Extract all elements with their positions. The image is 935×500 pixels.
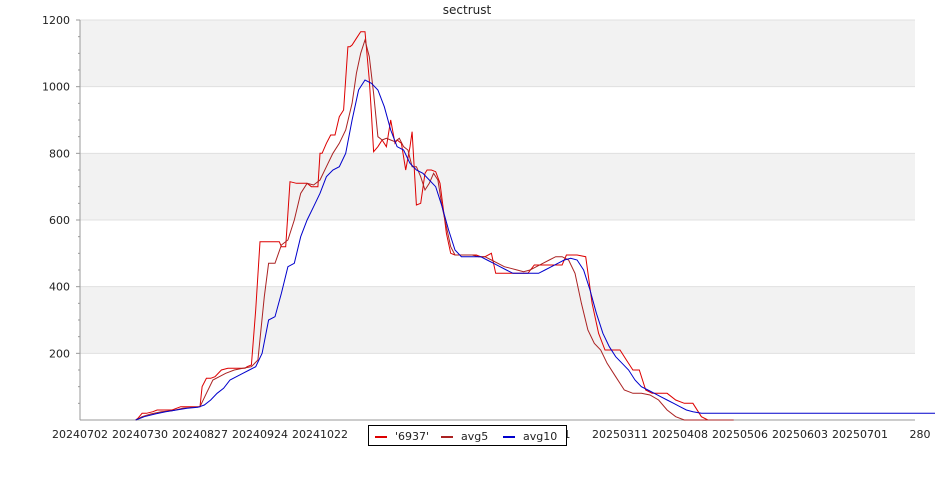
grid-band [80,153,915,220]
legend-item-avg5: avg5 [441,430,488,443]
y-tick-label: 1200 [42,14,70,27]
y-tick-label: 800 [49,147,70,160]
x-tick-label: 20250506 [712,428,768,441]
legend-item-6937: '6937' [375,430,429,443]
grid-band [80,286,915,354]
x-tick-label: 20250408 [652,428,708,441]
x-tick-label: 20240827 [172,428,228,441]
y-tick-label: 600 [49,214,70,227]
x-tick-label: 20250701 [832,428,888,441]
legend-item-avg10: avg10 [503,430,557,443]
x-tick-label: 20250603 [772,428,828,441]
chart-title: sectrust [443,3,492,17]
x-tick-label: 20241022 [292,428,348,441]
legend-label: avg10 [523,430,558,443]
y-axis-ticks: 200 400 600 800 1000 1200 [42,14,80,404]
legend-swatch [375,436,387,438]
legend-label: '6937' [395,430,430,443]
series-lines [135,31,935,421]
y-tick-label: 200 [49,347,70,360]
legend-label: avg5 [461,430,489,443]
x-tick-label: 20240702 [52,428,108,441]
series-line-6937 [135,31,734,421]
grid-band [80,20,915,87]
y-tick-label: 400 [49,281,70,294]
legend-swatch [503,436,515,438]
legend: '6937' avg5 avg10 [368,425,567,446]
series-line-avg10 [135,79,935,421]
x-tick-label: 20240730 [112,428,168,441]
grid-bands [80,19,915,354]
y-tick-label: 1000 [42,81,70,94]
x-tick-label: 20250311 [592,428,648,441]
x-tick-label: 20240924 [232,428,288,441]
series-line-avg5 [135,38,734,421]
legend-swatch [441,436,453,438]
x-tick-label: 280 [910,428,931,441]
